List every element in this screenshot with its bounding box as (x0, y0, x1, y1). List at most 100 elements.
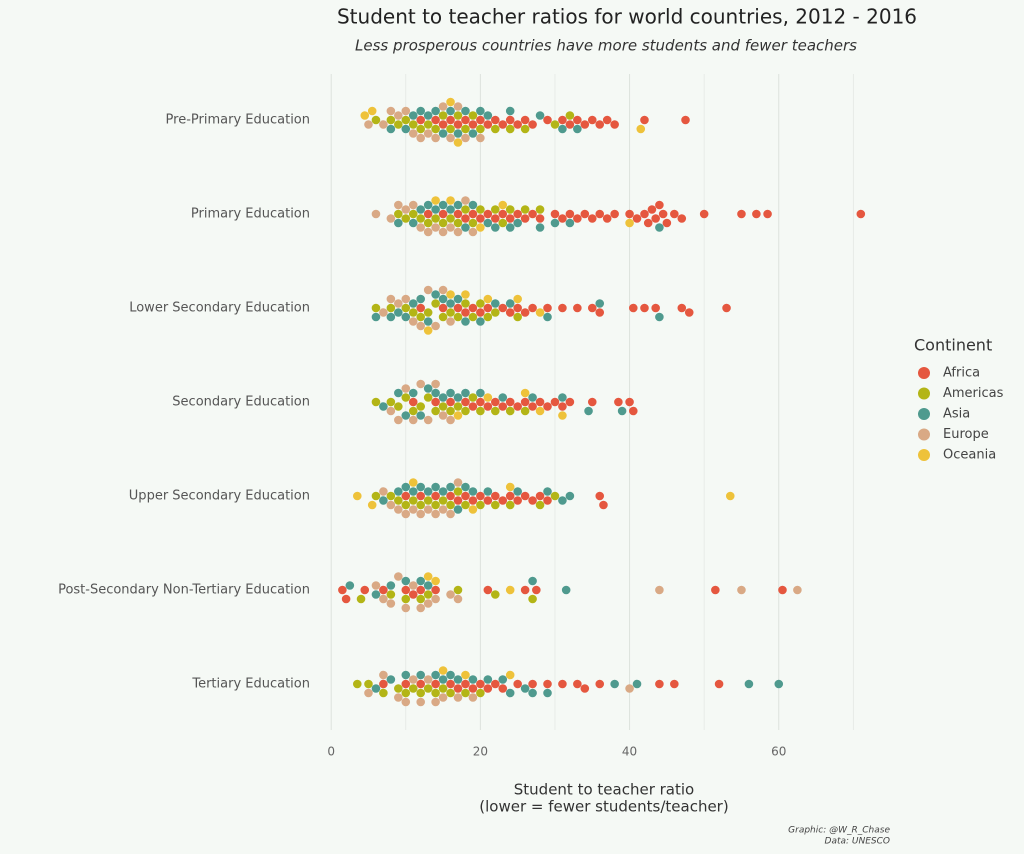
data-point (490, 214, 500, 223)
data-point (423, 384, 433, 393)
data-point (461, 106, 470, 116)
data-point (371, 303, 381, 313)
data-point (655, 312, 664, 322)
data-point (468, 227, 478, 237)
data-point (468, 487, 478, 496)
data-point (558, 115, 567, 125)
data-point (505, 670, 515, 680)
data-point (438, 312, 448, 322)
data-point (423, 415, 433, 425)
data-point (461, 397, 470, 407)
data-point (610, 120, 619, 129)
data-point (543, 402, 552, 411)
data-point (677, 214, 687, 223)
data-point (453, 218, 463, 228)
data-point (505, 299, 515, 308)
data-point (431, 205, 440, 214)
data-point (401, 106, 411, 116)
data-point (394, 505, 403, 514)
data-point (528, 303, 537, 313)
data-point (408, 406, 418, 416)
data-point (446, 491, 455, 501)
y-tick-label: Primary Education (191, 207, 310, 222)
data-point (774, 679, 784, 689)
data-point (386, 675, 396, 684)
data-point (394, 111, 403, 120)
data-point (416, 303, 426, 313)
data-point (543, 312, 552, 322)
data-point (446, 214, 455, 223)
data-point (505, 214, 515, 223)
data-point (394, 402, 403, 411)
data-point (856, 209, 866, 219)
data-point (453, 693, 463, 702)
data-point (446, 679, 455, 689)
data-point (416, 603, 426, 613)
data-point (431, 688, 440, 698)
data-point (453, 138, 463, 147)
data-point (505, 482, 515, 492)
data-point (394, 299, 403, 308)
data-point (386, 115, 396, 125)
data-point (461, 406, 470, 416)
data-point (401, 312, 411, 322)
data-point (550, 218, 560, 228)
data-point (453, 102, 463, 111)
data-point (453, 594, 463, 604)
data-point (394, 684, 403, 693)
data-point (379, 487, 388, 496)
data-point (490, 491, 500, 501)
data-point (528, 209, 537, 219)
data-point (610, 679, 619, 689)
data-point (632, 679, 642, 689)
data-point (438, 120, 448, 129)
data-point (431, 124, 440, 134)
data-point (677, 303, 687, 313)
data-point (438, 411, 448, 420)
data-point (535, 223, 545, 232)
data-point (431, 379, 440, 389)
data-point (438, 402, 448, 411)
data-point (498, 209, 508, 219)
data-point (446, 688, 455, 698)
data-point (408, 581, 418, 590)
y-tick-label: Lower Secondary Education (129, 301, 310, 316)
data-point (423, 590, 433, 599)
data-point (371, 115, 381, 125)
data-point (737, 209, 746, 219)
data-point (438, 487, 448, 496)
data-point (416, 594, 426, 604)
data-point (416, 133, 426, 143)
data-point (550, 397, 560, 407)
data-point (431, 509, 440, 519)
data-point (505, 688, 515, 698)
legend-label: Europe (943, 427, 989, 442)
legend-swatch (918, 387, 930, 400)
data-point (513, 679, 522, 689)
data-point (535, 500, 545, 510)
data-point (651, 303, 660, 313)
data-point (595, 299, 605, 308)
data-point (401, 482, 411, 492)
data-point (408, 299, 418, 308)
data-point (558, 496, 567, 505)
data-point (505, 585, 515, 595)
data-point (416, 312, 426, 322)
data-point (408, 388, 418, 398)
data-point (386, 124, 396, 134)
data-point (461, 290, 470, 299)
data-point (379, 308, 388, 317)
data-point (401, 500, 411, 510)
data-point (416, 379, 426, 389)
data-point (423, 317, 433, 326)
data-point (461, 205, 470, 214)
data-point (498, 496, 508, 505)
data-point (528, 402, 537, 411)
data-point (483, 209, 493, 219)
data-point (498, 402, 508, 411)
data-point (416, 214, 426, 223)
data-point (453, 487, 463, 496)
data-point (468, 303, 478, 313)
data-point (401, 214, 411, 223)
chart-title: Student to teacher ratios for world coun… (337, 5, 917, 29)
